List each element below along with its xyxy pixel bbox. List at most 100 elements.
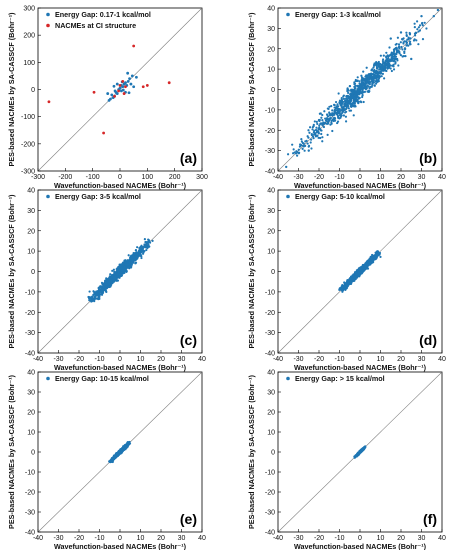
- data-point: [316, 122, 319, 126]
- data-point: [394, 61, 397, 64]
- data-point: [333, 111, 337, 114]
- data-point: [366, 267, 370, 270]
- data-point: [337, 115, 340, 118]
- data-point: [361, 449, 364, 452]
- data-point: [381, 59, 384, 63]
- data-point: [315, 126, 318, 129]
- data-point: [335, 105, 338, 108]
- data-point: [324, 117, 327, 120]
- data-point: [375, 80, 378, 83]
- data-point: [145, 248, 148, 252]
- data-point: [307, 136, 310, 139]
- data-point: [421, 38, 425, 41]
- data-point: [352, 277, 355, 280]
- data-point: [136, 255, 139, 258]
- data-point: [307, 149, 310, 152]
- y-tick-label: 0: [271, 450, 275, 457]
- data-point: [147, 238, 150, 241]
- data-point: [406, 38, 409, 41]
- data-point: [373, 75, 377, 78]
- data-point: [413, 22, 416, 25]
- data-point: [353, 102, 356, 105]
- data-point: [322, 125, 326, 129]
- data-point: [121, 79, 125, 83]
- data-point: [124, 445, 127, 448]
- y-tick-label: -20: [265, 128, 275, 135]
- x-axis-label: Wavefunction-based NACMEs (Bohr⁻¹): [294, 181, 427, 190]
- data-point: [375, 74, 379, 78]
- data-point: [347, 282, 351, 285]
- y-tick-label: 100: [23, 60, 35, 67]
- data-point: [369, 261, 373, 265]
- data-point: [112, 273, 115, 276]
- data-point: [115, 279, 118, 282]
- data-point: [100, 288, 103, 291]
- data-point: [418, 24, 422, 27]
- panel-letter: (d): [419, 332, 437, 348]
- data-point: [344, 120, 348, 123]
- data-point: [145, 84, 149, 87]
- data-point: [354, 105, 357, 108]
- data-point: [356, 100, 360, 103]
- y-tick-label: 20: [267, 410, 275, 417]
- data-point: [410, 57, 413, 61]
- data-point: [130, 255, 133, 258]
- data-point: [341, 101, 344, 104]
- data-point: [365, 260, 369, 263]
- data-point: [113, 89, 117, 93]
- data-point: [346, 284, 349, 287]
- y-tick-label: -10: [265, 470, 275, 477]
- y-tick-label: -40: [265, 351, 275, 358]
- x-tick-label: -10: [334, 356, 344, 363]
- data-point: [115, 267, 118, 271]
- data-point: [363, 447, 366, 450]
- y-tick-label: 20: [27, 228, 35, 235]
- data-point: [105, 277, 108, 280]
- data-point: [327, 122, 330, 125]
- data-point: [47, 100, 51, 104]
- data-point: [401, 38, 404, 41]
- data-point: [371, 73, 375, 76]
- data-point: [317, 132, 320, 135]
- data-point: [321, 122, 324, 125]
- y-tick-label: 0: [271, 87, 275, 94]
- data-point: [321, 140, 324, 143]
- data-point: [334, 100, 338, 104]
- data-point: [325, 113, 329, 116]
- data-point: [338, 111, 341, 115]
- data-point: [292, 148, 295, 151]
- y-tick-label: -30: [265, 148, 275, 155]
- legend-label: NACMEs at CI structure: [55, 21, 136, 30]
- data-point: [344, 104, 347, 108]
- data-point: [340, 288, 343, 291]
- data-point: [344, 115, 348, 118]
- legend-marker: [286, 194, 290, 199]
- data-point: [123, 265, 126, 269]
- data-point: [108, 275, 111, 278]
- data-point: [91, 297, 94, 300]
- y-tick-label: -30: [25, 510, 35, 517]
- y-tick-label: 40: [267, 6, 275, 13]
- y-tick-label: 300: [23, 6, 35, 13]
- panel-c: -40 -30 -20 -10 0 10 20 30 40-40-30-20-100102030…: [7, 188, 206, 373]
- data-point: [391, 59, 394, 62]
- x-tick-label: -300: [31, 174, 45, 181]
- data-point: [344, 286, 347, 289]
- data-point: [111, 275, 114, 278]
- data-point: [97, 292, 101, 296]
- data-point: [399, 54, 402, 57]
- panel-e: -40 -30 -20 -10 0 10 20 30 40-40-30-20-100102030…: [7, 370, 206, 550]
- data-point: [126, 71, 130, 75]
- data-point: [385, 69, 388, 73]
- data-point: [370, 75, 374, 79]
- y-tick-label: 10: [27, 249, 35, 256]
- data-point: [356, 76, 359, 79]
- data-point: [364, 263, 367, 266]
- x-tick-label: 30: [178, 356, 186, 363]
- data-point: [354, 454, 358, 457]
- x-axis-label: Wavefunction-based NACMEs (Bohr⁻¹): [294, 542, 427, 550]
- data-point: [121, 88, 125, 92]
- data-point: [375, 82, 378, 85]
- x-tick-label: -20: [314, 356, 324, 363]
- data-point: [367, 74, 371, 77]
